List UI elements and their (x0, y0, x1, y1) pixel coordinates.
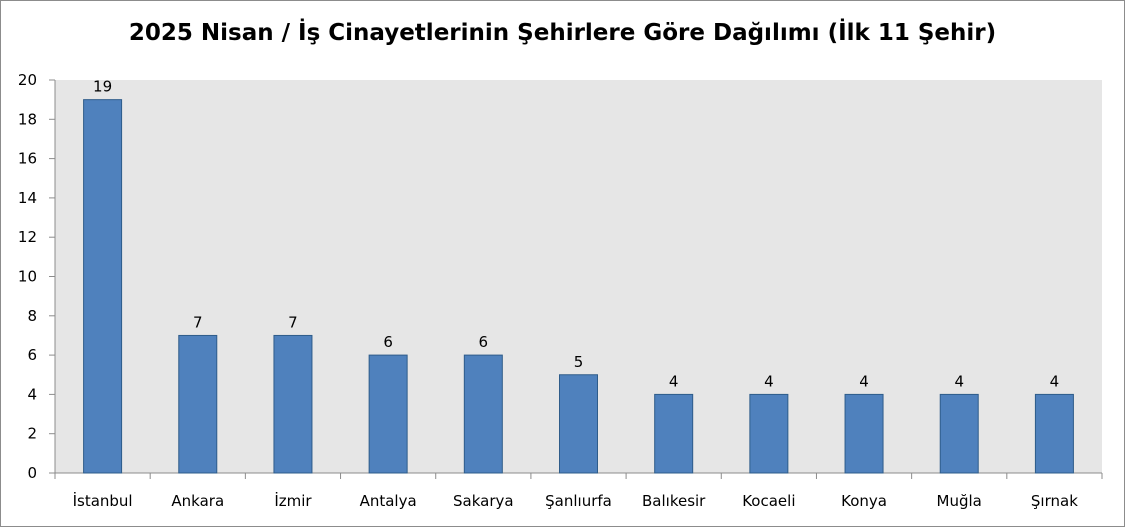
bar (654, 393, 694, 474)
bar-value-label: 4 (764, 372, 774, 390)
bar (749, 393, 789, 474)
bar (1034, 393, 1074, 474)
bar (463, 354, 503, 474)
y-tick-label: 6 (27, 346, 37, 364)
y-tick-label: 20 (18, 71, 37, 89)
bar-value-label: 4 (859, 372, 869, 390)
x-tick-label: Balıkesir (642, 492, 706, 510)
x-tick-label: Antalya (360, 492, 417, 510)
y-axis: 0 2 4 6 8 10 12 14 16 18 20 (18, 71, 56, 482)
bar-value-label: 19 (93, 78, 112, 96)
bar-value-label: 5 (574, 353, 584, 371)
bar-value-label: 4 (1050, 372, 1060, 390)
bar-value-label: 6 (383, 333, 393, 351)
data-labels: 19 7 7 6 6 5 4 4 4 4 4 (93, 78, 1059, 391)
y-tick-label: 12 (18, 228, 37, 246)
y-tick-label: 14 (18, 189, 37, 207)
bar (83, 99, 123, 474)
y-tick-label: 4 (27, 385, 37, 403)
x-tick-label: Sakarya (453, 492, 514, 510)
x-tick-label: Şırnak (1031, 492, 1078, 510)
x-tick-label: Ankara (171, 492, 224, 510)
y-tick-label: 18 (18, 110, 37, 128)
y-tick-label: 16 (18, 150, 37, 168)
bar (844, 393, 884, 474)
bar (368, 354, 408, 474)
bar-value-label: 7 (288, 313, 298, 331)
bar (559, 374, 598, 474)
bars (83, 99, 1074, 474)
chart-title: 2025 Nisan / İş Cinayetlerinin Şehirlere… (128, 20, 997, 46)
y-tick-label: 8 (27, 307, 37, 325)
bar-value-label: 7 (193, 313, 203, 331)
x-tick-label: Kocaeli (742, 492, 795, 510)
x-tick-label: Şanlıurfa (545, 492, 612, 510)
bar-value-label: 6 (479, 333, 489, 351)
x-tick-label: Konya (841, 492, 887, 510)
x-tick-label: İstanbul (73, 491, 133, 510)
x-tick-label: Muğla (937, 492, 982, 510)
bar (273, 334, 313, 474)
y-tick-label: 0 (27, 464, 37, 482)
bar-value-label: 4 (669, 372, 679, 390)
x-axis: İstanbul Ankara İzmir Antalya Sakarya Şanlıur… (54, 472, 1103, 510)
bar (178, 334, 218, 474)
y-tick-label: 10 (18, 268, 37, 286)
bar (939, 393, 979, 474)
y-tick-label: 2 (27, 425, 37, 443)
bar-value-label: 4 (954, 372, 964, 390)
x-tick-label: İzmir (274, 491, 312, 510)
